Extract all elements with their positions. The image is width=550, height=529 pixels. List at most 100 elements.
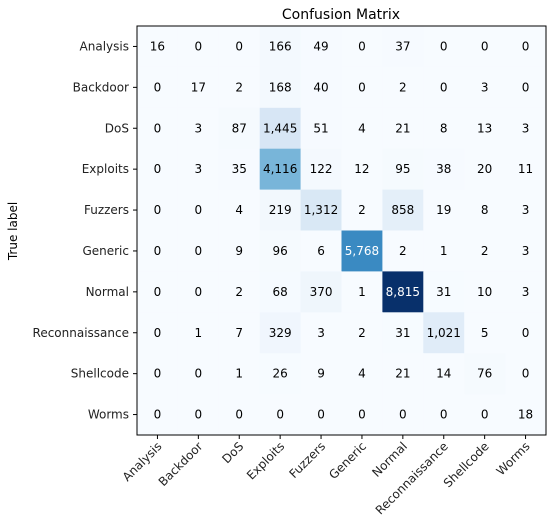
heatmap-cell <box>341 66 383 109</box>
cell-value-label: 8 <box>440 121 448 135</box>
heatmap-cell <box>341 26 383 68</box>
heatmap-cells: 16 0 0 166 49 0 37 0 0 00 17 2 168 40 0 2 0 3 00 3 87 1,445 51… <box>137 26 547 436</box>
heatmap-cell <box>423 26 465 68</box>
heatmap-cell <box>300 271 342 313</box>
cell-value-label: 5 <box>481 326 489 340</box>
cell-value-label: 4 <box>235 203 243 217</box>
cell-value-label: 0 <box>276 408 284 422</box>
x-tick-label: Reconnaissance <box>373 439 451 517</box>
cell-value-label: 3 <box>522 244 530 258</box>
cell-value-label: 0 <box>195 285 203 299</box>
cell-value-label: 2 <box>358 203 366 217</box>
cell-value-label: 0 <box>440 39 448 53</box>
heatmap-cell <box>382 189 424 231</box>
y-tick-label: Generic <box>82 244 129 258</box>
heatmap-cell <box>464 230 506 272</box>
heatmap-cell <box>218 394 261 436</box>
heatmap-cell <box>382 148 424 191</box>
heatmap-cell <box>259 189 302 231</box>
heatmap-cell <box>218 230 261 272</box>
heatmap-cell <box>218 107 261 150</box>
y-axis-ticks: Analysis Backdoor DoS Exploits Fuzzers Generi… <box>33 39 137 422</box>
cell-value-label: 95 <box>395 162 410 176</box>
heatmap-cell <box>259 66 302 109</box>
cell-value-label: 0 <box>522 80 530 94</box>
cell-value-label: 21 <box>395 121 410 135</box>
x-tick-label: Exploits <box>244 439 287 482</box>
heatmap-cell <box>259 312 302 354</box>
cell-value-label: 0 <box>399 408 407 422</box>
heatmap-cell <box>177 148 220 191</box>
x-tick-label: Fuzzers <box>286 439 328 481</box>
y-tick-label: Normal <box>86 285 129 299</box>
cell-value-label: 219 <box>269 203 292 217</box>
cell-value-label: 3 <box>522 203 530 217</box>
x-tick-label: Worms <box>494 439 533 478</box>
cell-value-label: 2 <box>235 285 243 299</box>
heatmap-cell <box>464 353 506 395</box>
heatmap-cell <box>341 230 383 272</box>
heatmap-cell <box>177 26 220 68</box>
heatmap-cell <box>423 312 465 354</box>
cell-value-label: 329 <box>269 326 292 340</box>
heatmap-cell <box>505 66 547 109</box>
cell-value-label: 18 <box>518 408 533 422</box>
heatmap-cell <box>505 312 547 354</box>
heatmap-cell <box>382 353 424 395</box>
cell-value-label: 17 <box>191 80 206 94</box>
heatmap-cell <box>341 148 383 191</box>
cell-value-label: 31 <box>436 285 451 299</box>
cell-value-label: 0 <box>154 203 162 217</box>
cell-value-label: 14 <box>436 367 451 381</box>
cell-value-label: 2 <box>235 80 243 94</box>
cell-value-label: 0 <box>522 326 530 340</box>
heatmap-cell <box>505 26 547 68</box>
heatmap-cell <box>464 312 506 354</box>
cell-value-label: 0 <box>358 39 366 53</box>
cell-value-label: 0 <box>154 80 162 94</box>
y-tick-label: DoS <box>105 121 129 135</box>
heatmap-cell <box>505 271 547 313</box>
cell-value-label: 0 <box>358 408 366 422</box>
cell-value-label: 0 <box>154 244 162 258</box>
heatmap-cell <box>177 312 220 354</box>
cell-value-label: 4,116 <box>263 162 297 176</box>
cell-value-label: 3 <box>522 121 530 135</box>
cell-value-label: 20 <box>477 162 492 176</box>
y-tick-label: Backdoor <box>73 80 129 94</box>
heatmap-cell <box>177 271 220 313</box>
cell-value-label: 6 <box>317 244 325 258</box>
cell-value-label: 10 <box>477 285 492 299</box>
y-axis-label: True label <box>6 202 20 261</box>
cell-value-label: 0 <box>195 408 203 422</box>
heatmap-cell <box>423 148 465 191</box>
heatmap-cell <box>505 107 547 150</box>
heatmap-cell <box>464 66 506 109</box>
cell-value-label: 9 <box>235 244 243 258</box>
cell-value-label: 3 <box>195 121 203 135</box>
cell-value-label: 0 <box>154 408 162 422</box>
cell-value-label: 12 <box>354 162 369 176</box>
cell-value-label: 87 <box>232 121 247 135</box>
cell-value-label: 40 <box>313 80 328 94</box>
cell-value-label: 0 <box>440 80 448 94</box>
heatmap-cell <box>137 26 179 68</box>
plot-frame <box>136 25 547 436</box>
x-tick-label: DoS <box>219 439 246 466</box>
cell-value-label: 13 <box>477 121 492 135</box>
x-tick-label: Normal <box>369 439 410 480</box>
cell-value-label: 166 <box>269 39 292 53</box>
cell-value-label: 0 <box>235 408 243 422</box>
heatmap-cell <box>382 26 424 68</box>
heatmap-cell <box>177 394 220 436</box>
heatmap-cell <box>218 26 261 68</box>
cell-value-label: 3 <box>195 162 203 176</box>
heatmap-cell <box>218 148 261 191</box>
cell-value-label: 0 <box>522 367 530 381</box>
y-tick-label: Analysis <box>80 39 129 53</box>
heatmap-cell <box>218 66 261 109</box>
heatmap-cell <box>137 148 179 191</box>
heatmap-cell <box>423 271 465 313</box>
cell-value-label: 0 <box>154 162 162 176</box>
